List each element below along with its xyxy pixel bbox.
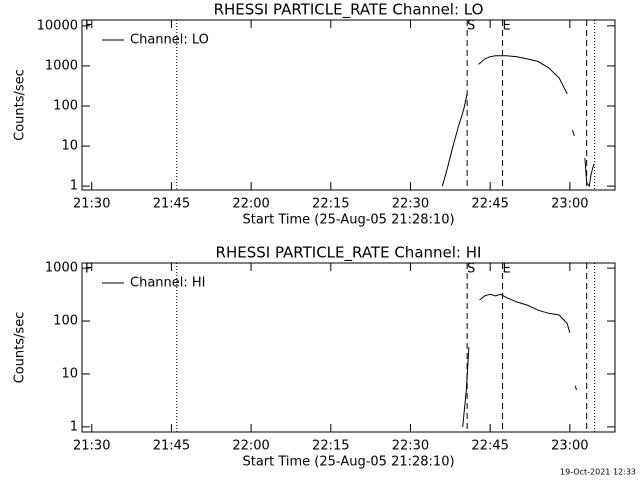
marker-label: S [467,19,475,34]
y-tick-label: 100 [53,98,78,113]
x-tick-label: 21:45 [153,197,190,212]
marker-label: E [502,262,510,277]
chart-title: RHESSI PARTICLE_RATE Channel: HI [216,244,482,263]
y-tick-label: 10000 [37,18,78,33]
marker-label: S [467,262,475,277]
plot-frame [81,19,616,191]
x-tick-label: 21:30 [73,197,110,212]
x-tick-label: 22:15 [312,197,349,212]
x-tick-label: 22:30 [392,439,429,454]
data-line [572,129,575,136]
plot-frame [81,262,616,433]
y-tick-label: 1000 [45,261,78,276]
y-axis-label: Counts/sec [13,69,28,141]
data-line [479,293,571,333]
marker-label: F [85,19,92,34]
footer: 19-Oct-2021 12:33 [560,468,636,477]
x-tick-label: 23:00 [551,197,588,212]
y-tick-label: 1000 [45,58,78,73]
x-axis-label: Start Time (25-Aug-05 21:28:10) [242,455,454,470]
data-line [441,93,468,187]
x-tick-label: 22:00 [232,197,269,212]
y-tick-label: 10 [61,366,78,381]
y-tick-label: 10 [61,139,78,154]
x-tick-label: 22:15 [312,439,349,454]
legend-label: Channel: HI [130,276,206,291]
x-tick-label: 22:00 [232,439,269,454]
chart-title: RHESSI PARTICLE_RATE Channel: LO [214,1,484,20]
y-tick-label: 1 [70,419,78,434]
x-tick-label: 21:30 [73,439,110,454]
marker-label: E [502,19,510,34]
data-line [584,158,595,188]
x-tick-label: 22:45 [471,197,508,212]
x-axis-label: Start Time (25-Aug-05 21:28:10) [242,213,454,228]
y-tick-label: 1 [70,179,78,194]
data-line [574,385,577,391]
marker-label: F [85,262,92,277]
y-axis-label: Counts/sec [13,312,28,384]
y-tick-label: 100 [53,314,78,329]
legend-label: Channel: LO [130,33,209,48]
x-tick-label: 23:00 [551,439,588,454]
data-line [462,347,470,427]
x-tick-label: 22:30 [392,197,429,212]
x-tick-label: 22:45 [471,439,508,454]
x-tick-label: 21:45 [153,439,190,454]
data-line [478,55,568,95]
